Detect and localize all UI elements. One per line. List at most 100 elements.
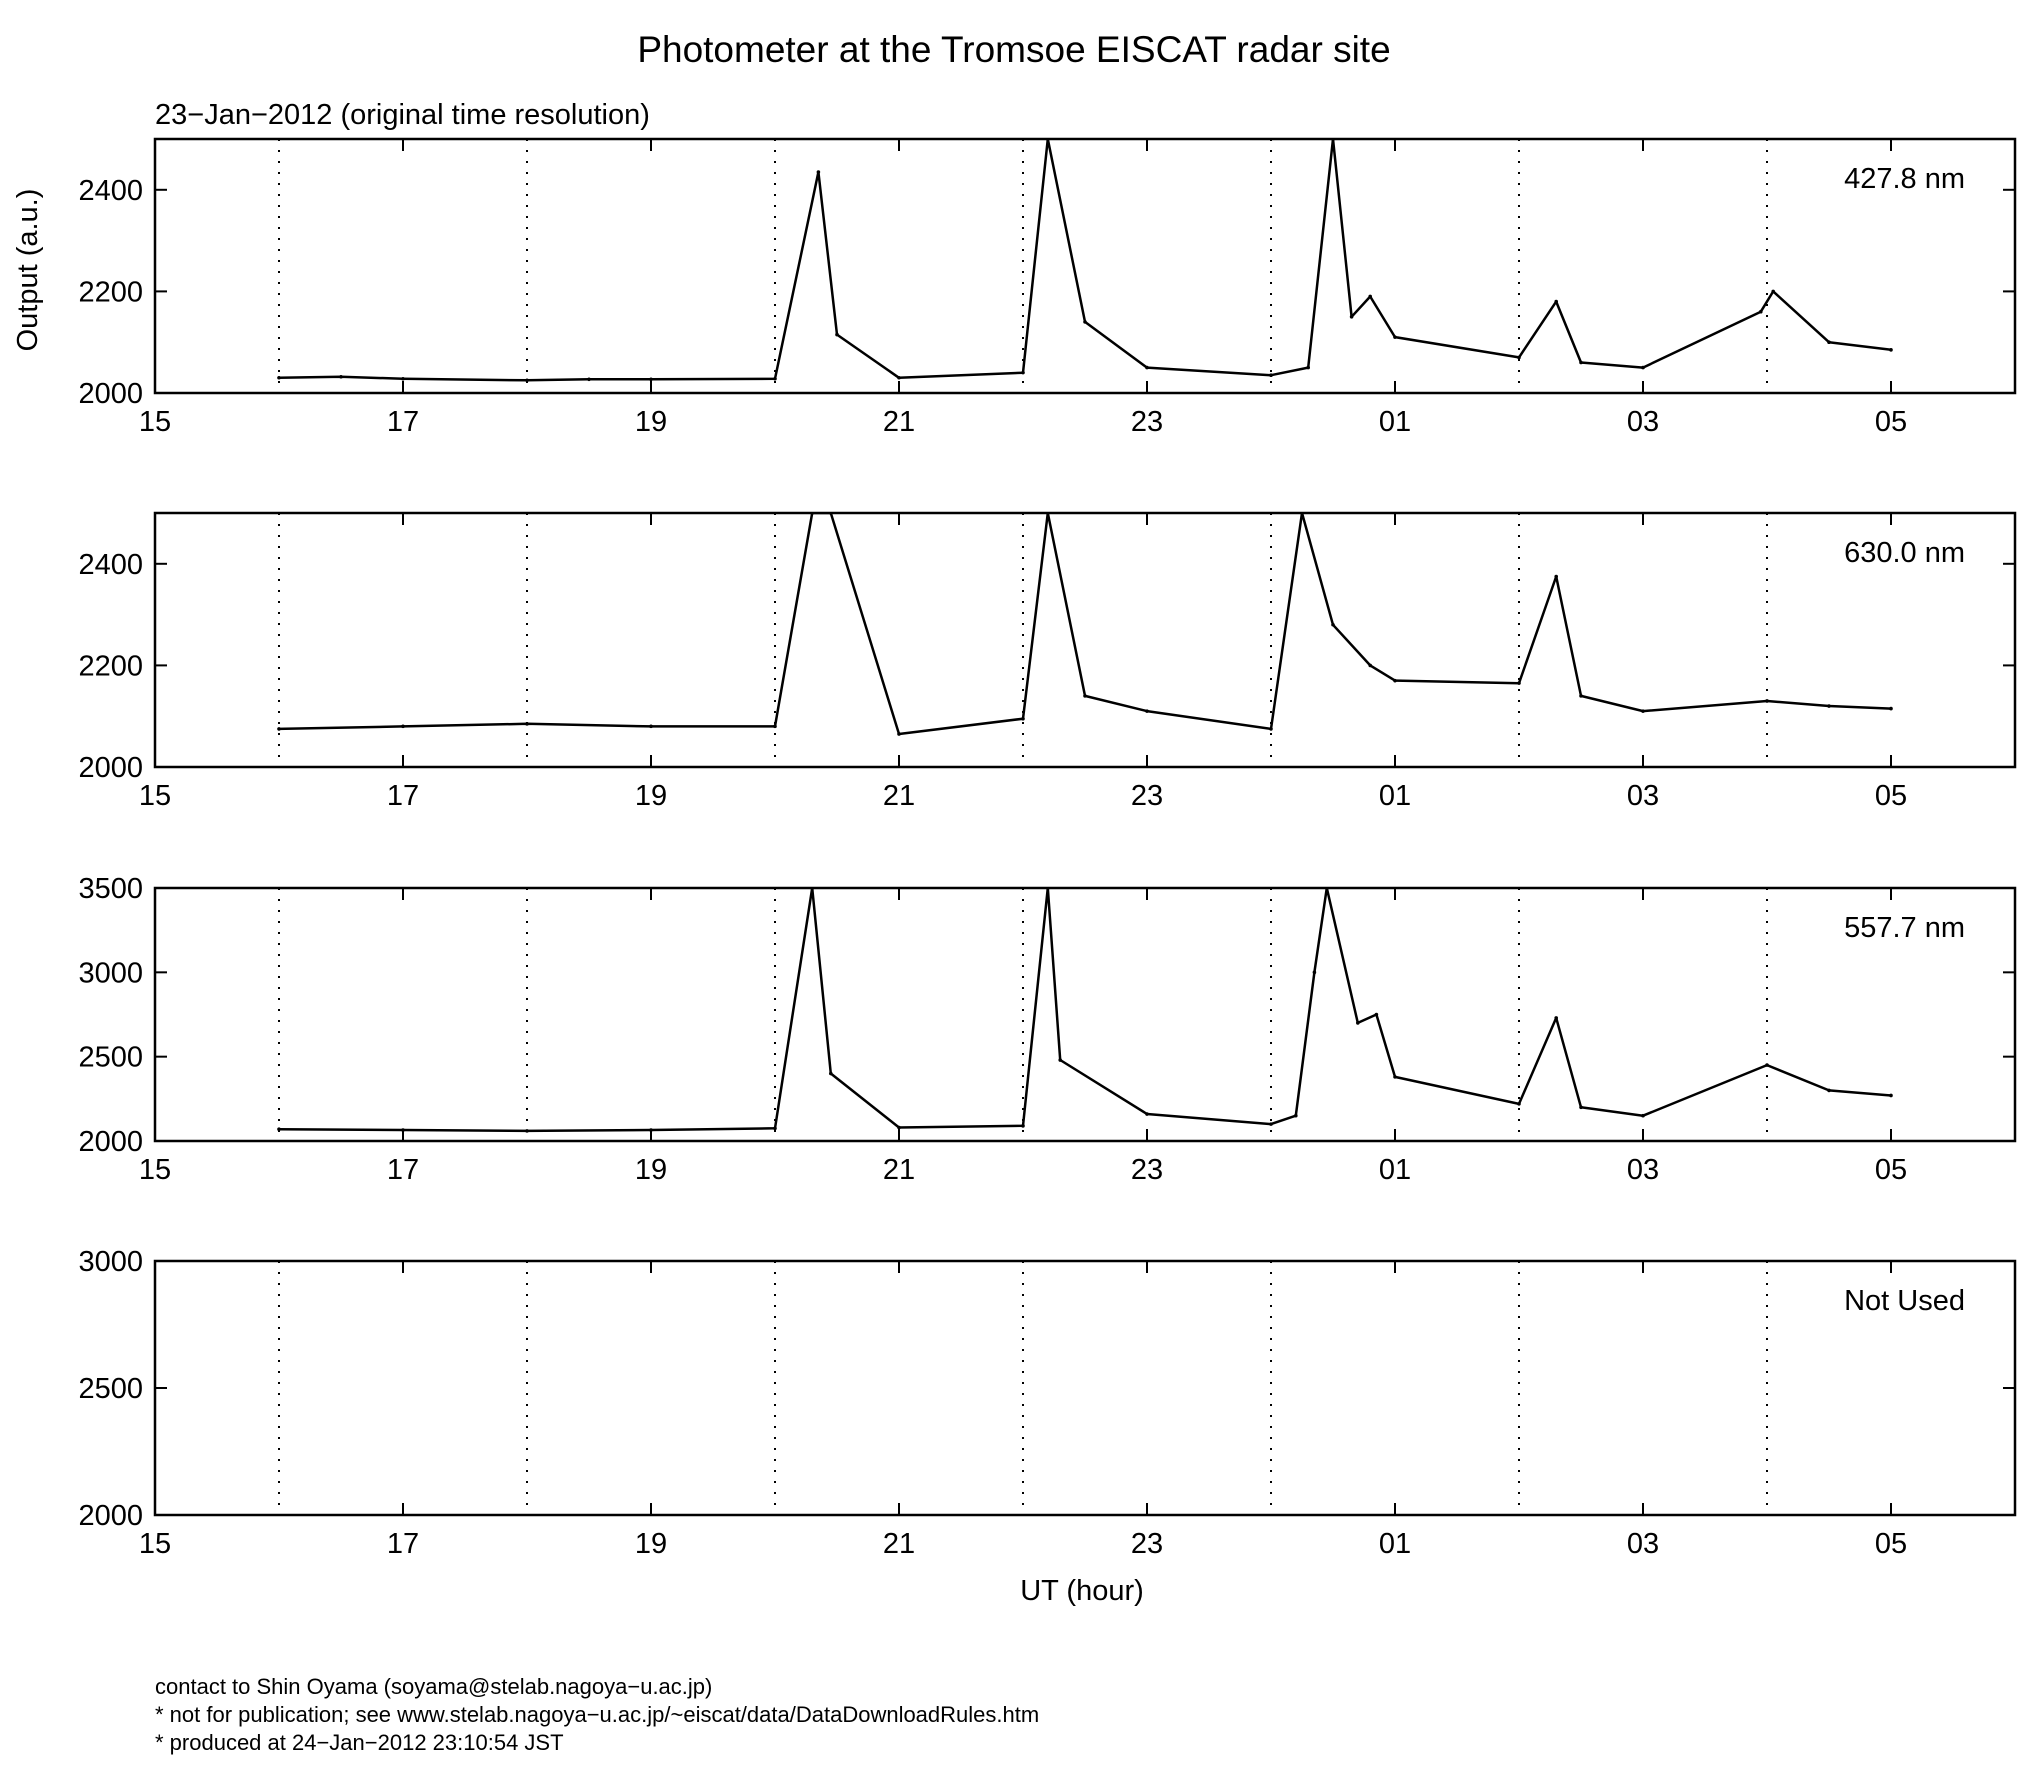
x-tick-label: 23 bbox=[1131, 1528, 1163, 1560]
y-tick-label: 2200 bbox=[78, 276, 143, 308]
data-point bbox=[1554, 1016, 1558, 1020]
x-tick-label: 15 bbox=[139, 1528, 171, 1560]
data-point bbox=[1889, 1093, 1893, 1098]
footer-contact: contact to Shin Oyama (soyama@stelab.nag… bbox=[155, 1674, 713, 1699]
y-tick-label: 2400 bbox=[78, 175, 143, 207]
x-tick-label: 01 bbox=[1379, 406, 1411, 438]
x-tick-label: 23 bbox=[1131, 780, 1163, 812]
data-point bbox=[829, 1071, 833, 1076]
data-point bbox=[277, 1127, 281, 1131]
series-line bbox=[278, 888, 1892, 1133]
data-point bbox=[525, 722, 529, 726]
data-point bbox=[1641, 709, 1645, 713]
panel-label: 630.0 nm bbox=[1844, 537, 1965, 569]
data-point bbox=[649, 724, 653, 729]
x-tick-label: 15 bbox=[139, 406, 171, 438]
data-point bbox=[897, 375, 901, 380]
x-tick-label: 17 bbox=[387, 1154, 419, 1186]
x-tick-label: 17 bbox=[387, 780, 419, 812]
x-axis-label: UT (hour) bbox=[1020, 1575, 1144, 1607]
data-point bbox=[1517, 1102, 1521, 1106]
data-point bbox=[835, 332, 839, 337]
x-tick-label: 21 bbox=[883, 780, 915, 812]
data-point bbox=[1349, 315, 1354, 319]
data-point bbox=[1554, 299, 1558, 304]
data-point bbox=[1368, 294, 1372, 299]
footer-publication-note: * not for publication; see www.stelab.na… bbox=[155, 1702, 1040, 1727]
x-tick-label: 05 bbox=[1875, 1154, 1907, 1186]
data-point bbox=[525, 378, 529, 383]
y-tick-label: 3500 bbox=[78, 873, 143, 905]
data-point bbox=[277, 727, 281, 731]
axes-box bbox=[153, 137, 2017, 395]
data-point bbox=[1021, 370, 1025, 375]
data-point bbox=[277, 375, 281, 380]
data-point bbox=[1021, 716, 1025, 721]
data-point bbox=[1145, 709, 1149, 713]
data-point bbox=[1368, 663, 1372, 668]
data-point bbox=[773, 1126, 777, 1131]
y-tick-label: 2000 bbox=[78, 1126, 143, 1158]
panel-1: 15 17 19 21 23 01 03 05 2000 2200 2400 427.8 nm bbox=[78, 137, 2017, 438]
data-point bbox=[401, 724, 405, 729]
data-point bbox=[1294, 1113, 1298, 1118]
x-tick-label: 19 bbox=[635, 1528, 667, 1560]
chart-subtitle: 23−Jan−2012 (original time resolution) bbox=[155, 99, 650, 131]
y-tick-label: 2500 bbox=[78, 1373, 143, 1405]
x-tick-label: 03 bbox=[1627, 780, 1659, 812]
x-tick-label: 21 bbox=[883, 1154, 915, 1186]
x-tick-label: 05 bbox=[1875, 406, 1907, 438]
data-point bbox=[1269, 1122, 1273, 1126]
data-point bbox=[1269, 373, 1273, 378]
data-point bbox=[1306, 365, 1310, 370]
y-tick-label: 2500 bbox=[78, 1042, 143, 1074]
x-tick-label: 03 bbox=[1627, 406, 1659, 438]
y-tick-label: 2200 bbox=[78, 650, 143, 682]
data-point bbox=[773, 724, 777, 729]
y-tick-label: 3000 bbox=[78, 957, 143, 989]
data-point bbox=[1579, 694, 1583, 698]
y-tick-label: 2400 bbox=[78, 549, 143, 581]
data-point bbox=[1827, 704, 1831, 708]
data-point bbox=[401, 376, 405, 381]
series-line bbox=[278, 139, 1892, 382]
x-tick-label: 15 bbox=[139, 1154, 171, 1186]
data-point bbox=[1083, 320, 1087, 324]
data-point bbox=[1145, 1112, 1149, 1116]
y-tick-label: 2000 bbox=[78, 752, 143, 784]
data-point bbox=[1641, 365, 1645, 370]
axes-box bbox=[153, 886, 2017, 1143]
x-tick-label: 19 bbox=[635, 1154, 667, 1186]
data-point bbox=[1765, 699, 1769, 703]
panel-3: 15 17 19 21 23 01 03 05 2000 2500 3000 3500 557.7 nm bbox=[78, 873, 2017, 1186]
data-point bbox=[1554, 574, 1558, 579]
data-point bbox=[897, 732, 901, 736]
data-point bbox=[1393, 335, 1397, 339]
axes-box bbox=[153, 511, 2017, 769]
x-tick-label: 03 bbox=[1627, 1528, 1659, 1560]
data-point bbox=[1083, 694, 1087, 698]
data-point bbox=[1312, 970, 1317, 975]
data-point bbox=[816, 170, 821, 174]
x-tick-label: 17 bbox=[387, 1528, 419, 1560]
data-point bbox=[1393, 1075, 1397, 1079]
data-point bbox=[1393, 678, 1397, 683]
x-tick-label: 23 bbox=[1131, 406, 1163, 438]
y-tick-label: 3000 bbox=[78, 1246, 143, 1278]
axes-box bbox=[153, 1259, 2017, 1517]
x-tick-label: 01 bbox=[1379, 780, 1411, 812]
x-tick-label: 21 bbox=[883, 1528, 915, 1560]
y-tick-label: 2000 bbox=[78, 1500, 143, 1532]
data-point bbox=[1827, 1088, 1831, 1093]
data-point bbox=[649, 377, 653, 382]
x-tick-label: 05 bbox=[1875, 780, 1907, 812]
data-point bbox=[1058, 1058, 1062, 1062]
data-point bbox=[1889, 706, 1893, 711]
data-point bbox=[1517, 681, 1521, 685]
data-point bbox=[1269, 727, 1273, 731]
data-point bbox=[897, 1125, 901, 1130]
x-tick-label: 19 bbox=[635, 406, 667, 438]
data-point bbox=[1759, 309, 1763, 314]
data-point bbox=[1641, 1113, 1645, 1118]
